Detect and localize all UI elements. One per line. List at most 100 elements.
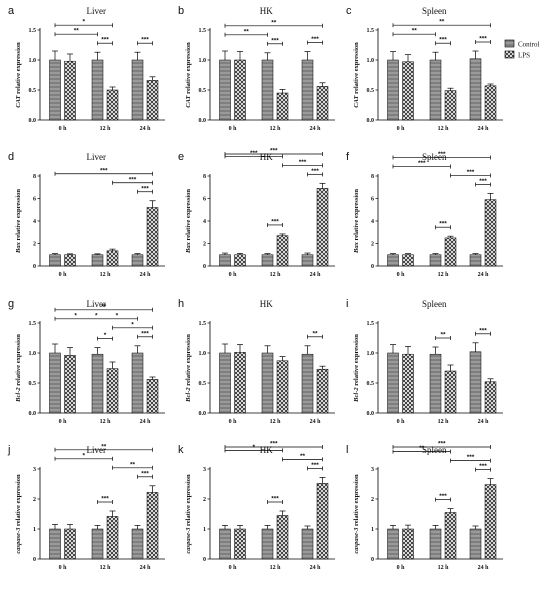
significance-label: *** <box>100 167 108 174</box>
bar-lps-12h <box>276 515 289 560</box>
panel-a: a Liver CAT relative expression 0.0 0.5 1.0 1.… <box>8 5 165 132</box>
y-axis-label-d: Bax relative expression <box>15 189 22 254</box>
bar-control-24h <box>469 58 482 121</box>
y-axis-label-b: CAT relative expression <box>185 42 192 108</box>
significance-label: ** <box>130 461 136 468</box>
y-axis-label-j: caspase-3 relative expression <box>15 474 22 554</box>
x-tick-label-0h: 0 h <box>397 272 406 278</box>
panel-title-f: Spleen <box>422 152 447 162</box>
y-axis-label-g: Bcl-2 relative expression <box>15 334 22 403</box>
y-tick-label: 0.5 <box>29 88 37 94</box>
significance-label: ** <box>101 303 107 310</box>
y-axis-gene: CAT <box>353 94 360 107</box>
legend: Control LPS <box>504 39 539 60</box>
significance-label: *** <box>270 441 278 448</box>
x-tick-label-0h: 0 h <box>229 272 238 278</box>
y-tick-label: 1 <box>371 527 374 533</box>
significance-bracket: *** <box>54 167 153 176</box>
bar-lps-0h <box>234 352 246 414</box>
significance-label: *** <box>479 463 487 470</box>
significance-label: ** <box>74 28 80 35</box>
x-tick-label-12h: 12 h <box>270 419 282 425</box>
bar-lps-0h <box>64 528 76 560</box>
significance-label: ** <box>412 28 418 35</box>
significance-bracket: ** <box>282 453 323 462</box>
x-tick-label-24h: 24 h <box>140 272 152 278</box>
significance-label: ** <box>271 19 277 26</box>
x-tick-label-24h: 24 h <box>310 419 322 425</box>
y-axis-gene: Bcl-2 <box>353 387 360 403</box>
y-tick-label: 1 <box>33 527 36 533</box>
panel-letter-b: b <box>178 5 184 17</box>
y-tick-label: 0.0 <box>199 118 207 124</box>
significance-bracket: *** <box>392 151 491 160</box>
bar-lps-0h <box>402 353 414 414</box>
y-tick-label: 0.0 <box>367 411 375 417</box>
x-tick-label-12h: 12 h <box>438 126 450 132</box>
y-tick-label: 1.5 <box>29 321 37 327</box>
significance-label: *** <box>141 185 149 192</box>
panel-letter-i: i <box>346 298 348 310</box>
panel-title-i: Spleen <box>422 299 447 309</box>
panel-g: g Liver Bcl-2 relative expression 0.0 0.5 1.0… <box>8 298 165 425</box>
significance-bracket: *** <box>450 454 491 463</box>
bar-lps-12h <box>106 250 119 267</box>
y-axis-label-f: Bax relative expression <box>353 189 360 254</box>
bar-lps-24h <box>146 492 159 560</box>
y-tick-label: 8 <box>371 174 374 180</box>
y-tick-label: 8 <box>203 174 206 180</box>
panel-title-c: Spleen <box>422 6 447 16</box>
significance-bracket: *** <box>435 221 451 230</box>
bar-control-24h <box>301 353 314 414</box>
bar-control-12h <box>91 254 104 267</box>
x-tick-label-12h: 12 h <box>100 419 112 425</box>
bar-lps-12h <box>106 368 119 414</box>
panel-title-g: Liver <box>87 299 107 309</box>
panel-f: f Spleen Bax relative expression 0 2 4 6 8 0 h 12… <box>346 151 503 278</box>
y-tick-label: 1.5 <box>29 28 37 34</box>
bar-lps-24h <box>484 484 497 560</box>
significance-label: * <box>131 321 134 328</box>
x-tick-label-24h: 24 h <box>478 565 490 571</box>
x-tick-label-0h: 0 h <box>397 126 406 132</box>
bar-control-0h <box>219 352 231 414</box>
bar-control-24h <box>469 254 482 267</box>
y-axis-label-k: caspase-3 relative expression <box>185 474 192 554</box>
x-tick-label-12h: 12 h <box>100 565 112 571</box>
significance-label: *** <box>439 493 447 500</box>
panel-letter-e: e <box>178 151 184 163</box>
y-axis-suffix: relative expression <box>15 189 22 243</box>
bar-control-0h <box>49 254 61 267</box>
bar-control-12h <box>261 352 274 414</box>
significance-bracket: *** <box>450 169 491 178</box>
y-axis-suffix: relative expression <box>185 474 192 528</box>
y-tick-label: 0.0 <box>199 411 207 417</box>
y-tick-label: 0.0 <box>29 118 37 124</box>
y-axis-label-h: Bcl-2 relative expression <box>185 334 192 403</box>
significance-bracket: * <box>97 332 113 341</box>
bar-control-0h <box>49 528 61 560</box>
significance-bracket: * <box>112 321 153 330</box>
bar-control-0h <box>387 528 399 560</box>
significance-bracket: *** <box>267 496 283 504</box>
y-tick-label: 8 <box>33 174 36 180</box>
significance-label: *** <box>479 327 487 334</box>
bar-lps-12h <box>106 89 119 121</box>
x-tick-label-12h: 12 h <box>270 565 282 571</box>
bar-lps-24h <box>146 207 159 267</box>
x-tick-label-0h: 0 h <box>229 565 238 571</box>
y-tick-label: 6 <box>33 197 36 203</box>
bar-control-0h <box>387 59 399 121</box>
bar-lps-12h <box>444 370 457 414</box>
significance-label: *** <box>141 470 149 477</box>
y-tick-label: 0.5 <box>367 381 375 387</box>
significance-label: * <box>116 312 119 319</box>
x-tick-label-24h: 24 h <box>140 126 152 132</box>
bar-control-12h <box>91 528 104 560</box>
bar-lps-24h <box>484 381 497 414</box>
y-tick-label: 2 <box>33 497 36 503</box>
significance-label: * <box>104 332 107 339</box>
panel-l: l Spleen caspase-3 relative expression 0 1 2 3… <box>346 441 503 571</box>
significance-bracket: *** <box>97 496 113 504</box>
y-axis-gene: CAT <box>15 94 22 107</box>
